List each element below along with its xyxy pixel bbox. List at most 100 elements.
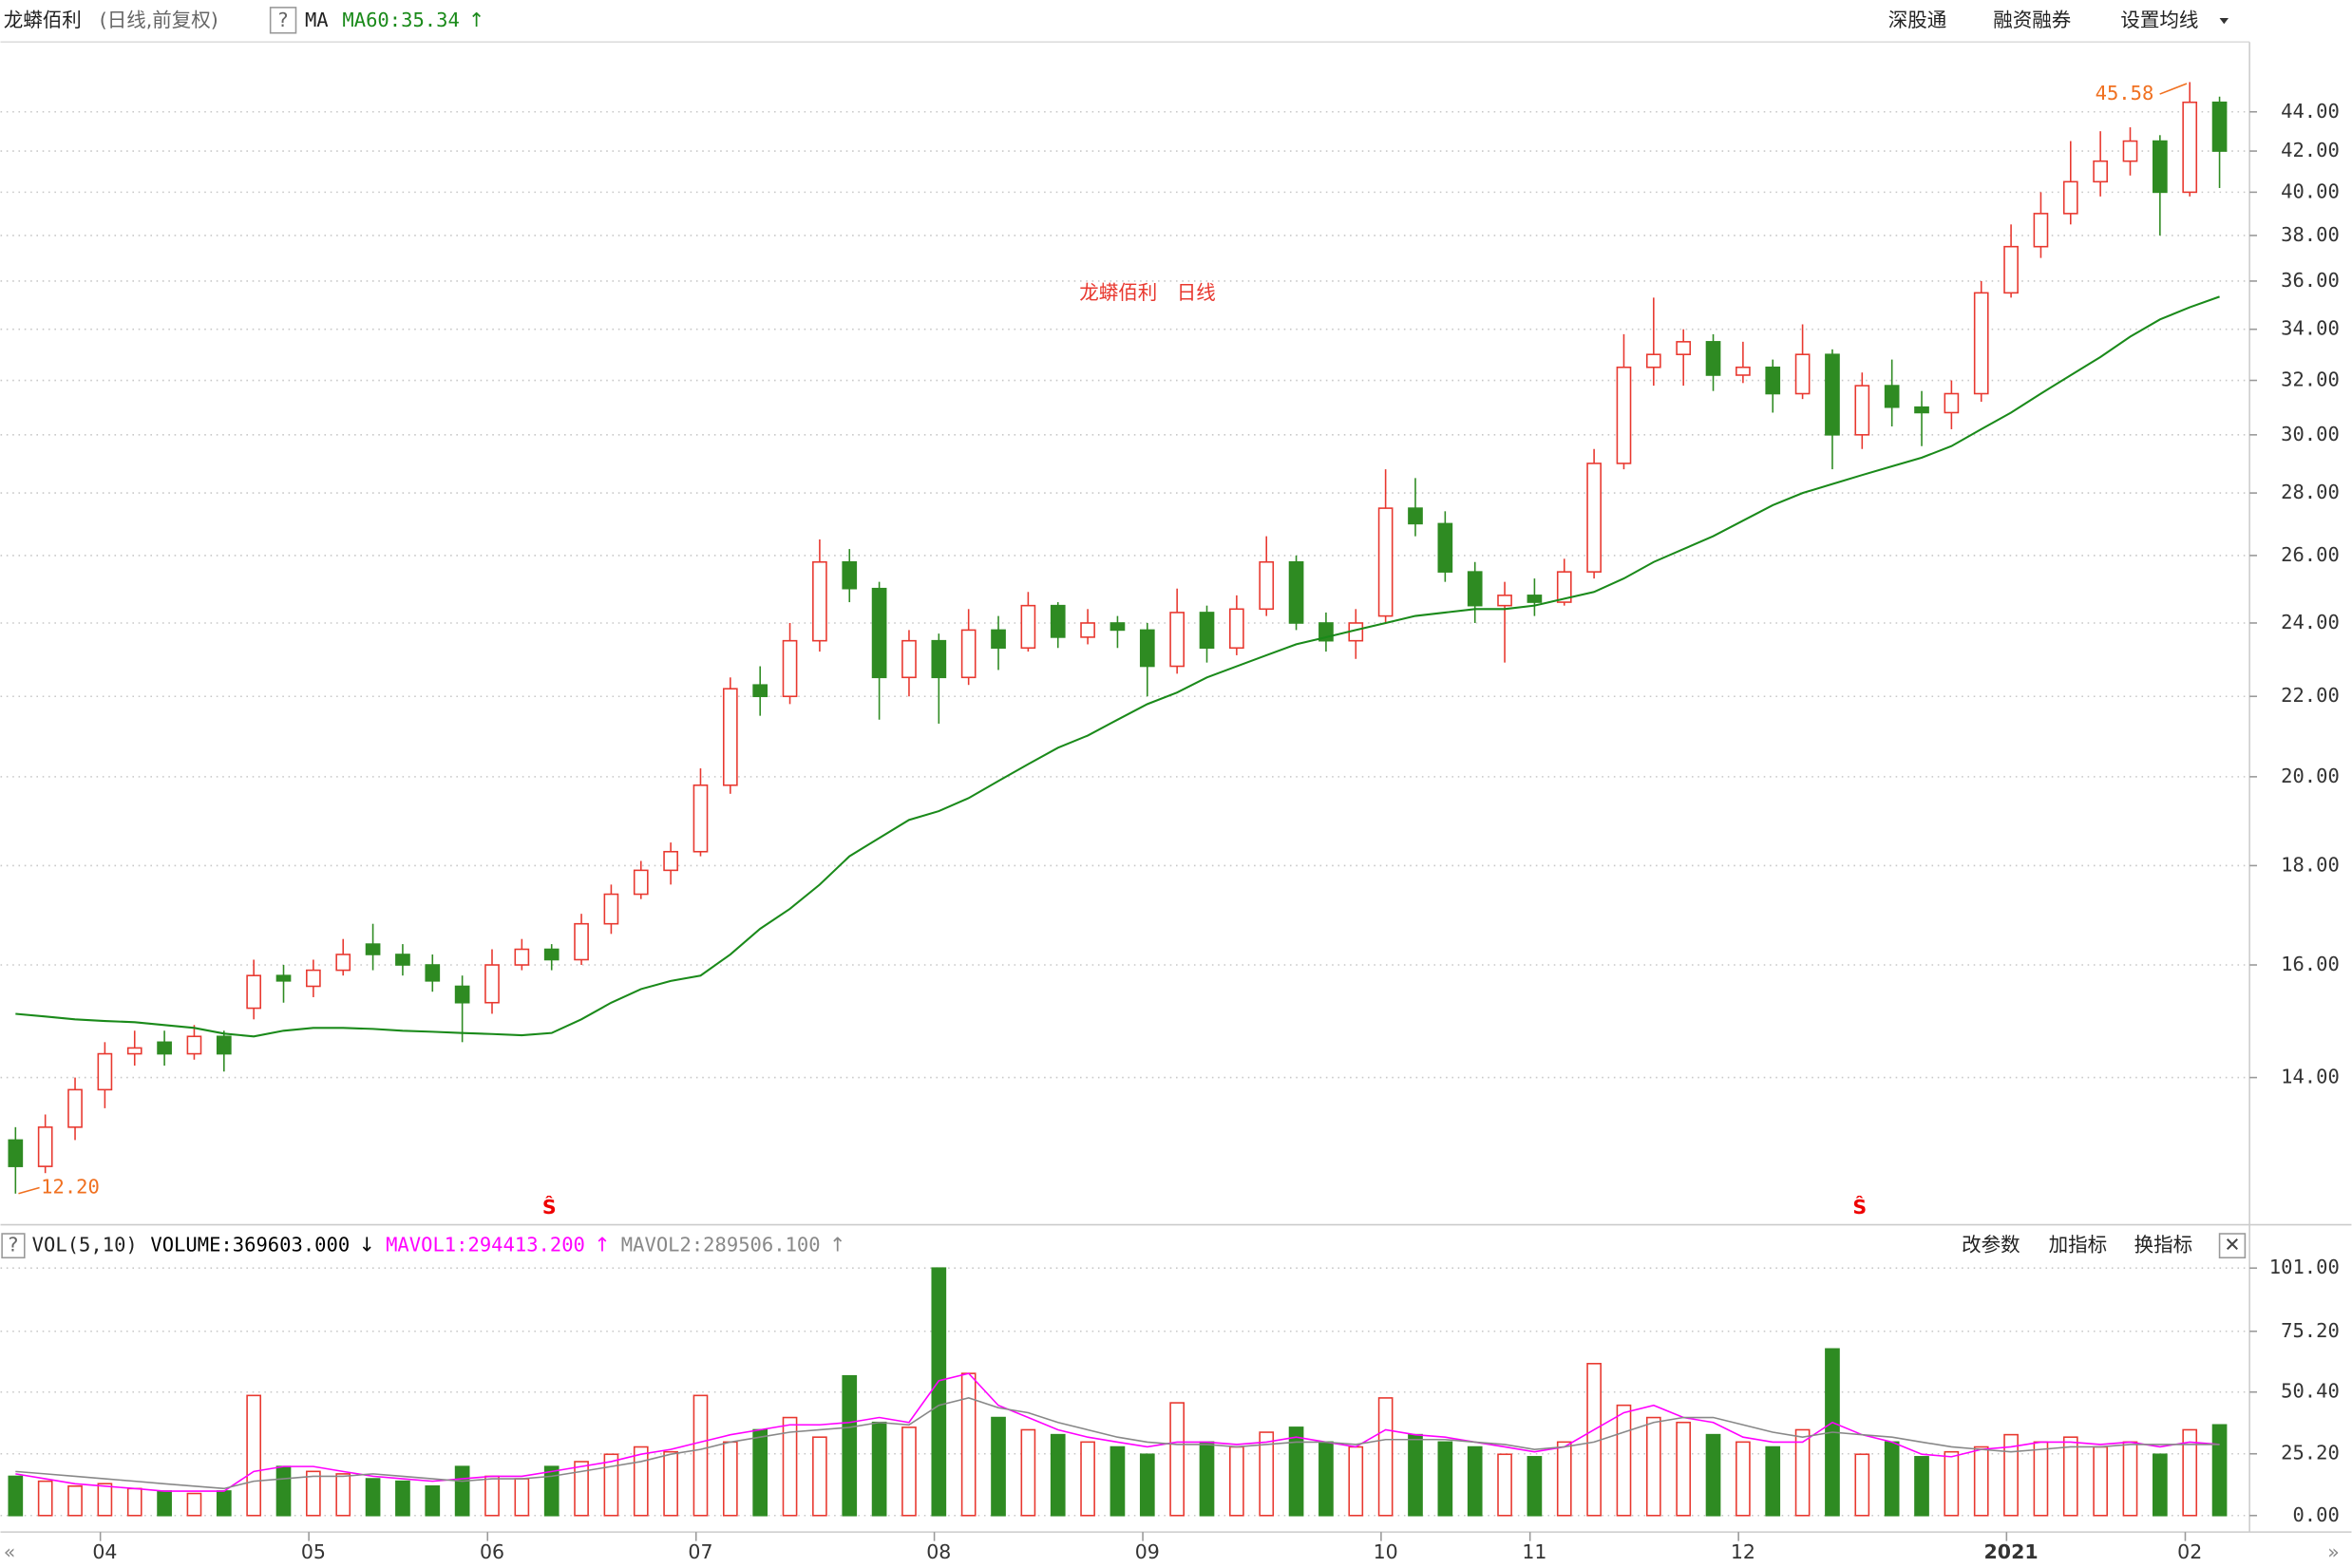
dropdown-icon[interactable] (2219, 17, 2229, 25)
help[interactable]: ? (278, 9, 289, 31)
candle-body (1288, 560, 1304, 624)
candle-body (1020, 604, 1036, 650)
candle-body (216, 1035, 232, 1055)
x-tick-label: 04 (92, 1540, 117, 1563)
volume-bar (1705, 1433, 1721, 1517)
x-tick-label: 02 (2177, 1540, 2202, 1563)
volume-bar (1139, 1453, 1155, 1517)
volume-bar (186, 1492, 202, 1517)
candle-body (1973, 292, 1989, 395)
candle-body (1854, 385, 1870, 436)
candle-body (603, 893, 619, 925)
candle-body (8, 1139, 24, 1167)
candle-body (1527, 595, 1543, 603)
volume-bar (1973, 1445, 1989, 1517)
candle-body (335, 954, 351, 972)
candle-body (1229, 608, 1244, 650)
y-tick-label: 16.00 (2281, 953, 2340, 975)
readout-arrow: ↓ (359, 1234, 375, 1256)
volume-bar (1676, 1421, 1692, 1517)
volume-bar (2062, 1436, 2078, 1517)
volume-bar (960, 1372, 977, 1517)
readout: VOLUME:369603.000 (150, 1234, 350, 1256)
marker: Ŝ (542, 1195, 557, 1219)
candle-body (1586, 463, 1602, 573)
volume-bar (216, 1490, 232, 1517)
candle-body (2033, 213, 2049, 248)
y-tick-label: 24.00 (2281, 611, 2340, 633)
candle-body (543, 948, 560, 961)
nav-right[interactable]: » (2327, 1540, 2340, 1563)
y-tick-label: 38.00 (2281, 223, 2340, 246)
candle-body (246, 974, 262, 1010)
candle-body (1467, 571, 1483, 607)
volume-bar (1527, 1456, 1543, 1517)
chart-title: 龙蟒佰利 日线 (1079, 281, 1216, 304)
volume-bar (1348, 1445, 1364, 1517)
candle-body (2093, 160, 2108, 183)
candle-body (574, 922, 589, 961)
volume-bar (1616, 1404, 1632, 1517)
candle-body (2062, 180, 2078, 215)
link[interactable]: 设置均线 (2120, 9, 2198, 31)
y-tick-label: 101.00 (2269, 1256, 2340, 1278)
candle-body (157, 1041, 172, 1055)
x-tick-label: 12 (1731, 1540, 1755, 1563)
link[interactable]: 融资融券 (1993, 9, 2071, 31)
min-arrow (18, 1186, 40, 1195)
volume-bar (514, 1478, 530, 1517)
volume-bar (395, 1480, 410, 1517)
volume-bar (1497, 1453, 1512, 1517)
button[interactable]: 改参数 (1962, 1234, 2020, 1256)
close[interactable]: ✕ (2224, 1234, 2240, 1256)
mavol-line (15, 1372, 2220, 1492)
candle-body (395, 954, 410, 966)
volume-bar (1736, 1441, 1751, 1517)
volume-bar (2182, 1428, 2198, 1517)
volume-bar (2033, 1441, 2049, 1517)
help-box[interactable] (1, 1233, 26, 1259)
volume-bar (335, 1473, 351, 1517)
y-tick-label: 20.00 (2281, 765, 2340, 787)
volume-bar (1884, 1441, 1900, 1517)
volume-bar (1556, 1441, 1572, 1517)
button[interactable]: 加指标 (2049, 1234, 2108, 1256)
volume-bar (901, 1426, 917, 1517)
candle-body (67, 1088, 83, 1128)
candle-body (37, 1126, 53, 1167)
help-box[interactable] (269, 7, 297, 34)
max-label: 45.58 (2096, 82, 2154, 104)
volume-bar (1408, 1433, 1423, 1517)
volume-bar (842, 1374, 858, 1517)
candle-body (1437, 522, 1453, 573)
x-tick-label: 11 (1522, 1540, 1546, 1563)
volume-bar (37, 1480, 53, 1517)
candle-body (2182, 101, 2198, 194)
volume-bar (1794, 1428, 1811, 1517)
volume-bar (1467, 1445, 1483, 1517)
help[interactable]: ? (9, 1234, 19, 1256)
readout: MAVOL1:294413.200 (386, 1234, 585, 1256)
close-box[interactable] (2218, 1233, 2247, 1259)
candle-body (960, 629, 977, 679)
y-tick-label: 42.00 (2281, 139, 2340, 161)
candle-body (126, 1047, 142, 1055)
readout-arrow: ↑ (829, 1234, 845, 1256)
candle-body (1944, 392, 1960, 414)
volume-bar (157, 1490, 172, 1517)
volume-bar (1318, 1441, 1334, 1517)
volume-bar (2153, 1453, 2168, 1517)
candle-body (782, 639, 798, 698)
button[interactable]: 换指标 (2134, 1234, 2192, 1256)
volume-bar (603, 1453, 619, 1517)
y-tick-label: 26.00 (2281, 543, 2340, 566)
candle-body (1556, 571, 1572, 603)
link[interactable]: 深股通 (1888, 9, 1947, 31)
y-tick-label: 0.00 (2292, 1503, 2339, 1526)
candle-body (1497, 595, 1512, 607)
candle-body (842, 560, 858, 590)
readout: MAVOL2:289506.100 (621, 1234, 821, 1256)
nav-left[interactable]: « (4, 1540, 16, 1563)
volume-bar (663, 1450, 678, 1517)
